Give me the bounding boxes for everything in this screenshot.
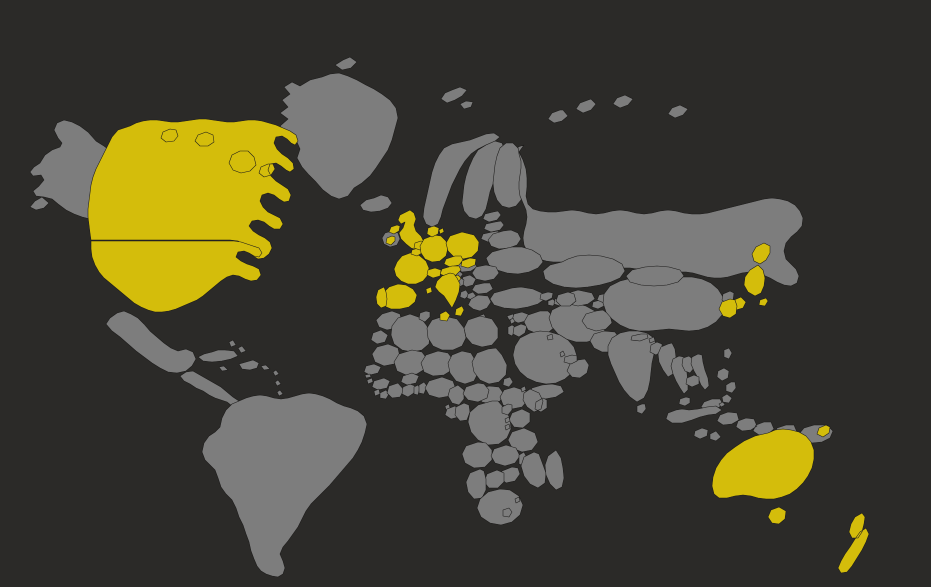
country-kenya[interactable] — [509, 409, 530, 428]
country-new-zealand[interactable] — [838, 513, 869, 573]
country-south-africa[interactable] — [477, 489, 523, 525]
country-germany[interactable] — [420, 235, 448, 262]
country-serbia[interactable] — [461, 275, 476, 287]
country-sudan[interactable] — [472, 348, 507, 384]
country-latvia[interactable] — [484, 221, 504, 232]
country-tunisia[interactable] — [419, 311, 430, 322]
country-mozambique[interactable] — [521, 452, 546, 488]
country-lebanon[interactable] — [510, 318, 515, 324]
country-norway[interactable] — [423, 133, 500, 227]
country-namibia[interactable] — [466, 469, 486, 499]
country-slovakia[interactable] — [461, 258, 476, 268]
country-france[interactable] — [394, 252, 432, 294]
country-russia[interactable] — [518, 95, 803, 286]
country-italy[interactable] — [435, 273, 464, 321]
country-japan[interactable] — [731, 243, 770, 310]
country-lesotho[interactable] — [503, 508, 512, 517]
country-zambia[interactable] — [491, 445, 520, 466]
country-burkina-faso[interactable] — [401, 373, 419, 385]
country-ghana[interactable] — [402, 384, 415, 397]
country-turkmenistan[interactable] — [556, 292, 576, 306]
country-botswana[interactable] — [484, 470, 504, 488]
country-cambodia[interactable] — [686, 375, 699, 387]
country-djibouti[interactable] — [521, 386, 526, 392]
country-south-korea[interactable] — [719, 299, 737, 318]
country-portugal[interactable] — [376, 287, 387, 308]
country-united-arab-emirates[interactable] — [564, 355, 577, 364]
country-qatar[interactable] — [560, 351, 565, 357]
country-iceland[interactable] — [360, 195, 392, 212]
country-ireland-highlight[interactable] — [386, 236, 395, 245]
country-poland[interactable] — [446, 232, 479, 259]
base-countries-layer — [30, 57, 833, 577]
country-saudi-arabia[interactable] — [513, 331, 577, 384]
country-cuba[interactable] — [198, 350, 238, 362]
country-angola[interactable] — [462, 442, 492, 468]
country-united-states[interactable] — [91, 241, 262, 312]
country-burundi[interactable] — [505, 424, 510, 430]
country-georgia[interactable] — [540, 292, 553, 301]
country-oman[interactable] — [567, 359, 589, 378]
country-switzerland[interactable] — [427, 268, 441, 278]
country-egypt[interactable] — [464, 316, 498, 347]
country-kuwait[interactable] — [547, 334, 553, 340]
country-central-african-republic[interactable] — [463, 383, 489, 402]
country-ukraine[interactable] — [486, 247, 543, 274]
country-somalia[interactable] — [523, 389, 547, 412]
country-guinea-bissau[interactable] — [367, 378, 373, 384]
country-turkey[interactable] — [490, 287, 545, 309]
country-sri-lanka[interactable] — [637, 404, 646, 414]
country-rwanda[interactable] — [505, 417, 510, 423]
island-puerto-rico[interactable] — [261, 365, 270, 370]
country-uganda[interactable] — [502, 404, 512, 415]
country-india[interactable] — [608, 331, 657, 402]
country-nigeria[interactable] — [425, 377, 456, 398]
country-western-sahara[interactable] — [371, 330, 388, 344]
territory-svalbard[interactable] — [441, 87, 473, 109]
islands-bahamas[interactable] — [229, 340, 246, 353]
country-brunei[interactable] — [719, 402, 725, 407]
country-sierra-leone[interactable] — [374, 389, 380, 396]
country-estonia[interactable] — [483, 211, 501, 222]
country-eswatini[interactable] — [515, 497, 520, 503]
country-united-kingdom[interactable] — [389, 210, 424, 250]
country-philippines[interactable] — [717, 368, 736, 403]
country-bhutan[interactable] — [649, 337, 655, 343]
country-vietnam[interactable] — [691, 354, 709, 390]
country-kazakhstan[interactable] — [543, 255, 625, 288]
country-greenland[interactable] — [280, 57, 398, 199]
country-tanzania[interactable] — [508, 428, 538, 452]
country-australia[interactable] — [712, 425, 830, 524]
country-mongolia[interactable] — [626, 266, 684, 286]
country-mexico[interactable] — [106, 311, 196, 373]
islands-lesser-antilles[interactable] — [273, 370, 283, 396]
country-libya[interactable] — [427, 316, 466, 350]
country-taiwan[interactable] — [724, 348, 732, 359]
country-republic-of-the-congo[interactable] — [455, 403, 470, 421]
country-gambia[interactable] — [365, 374, 371, 378]
country-denmark[interactable] — [427, 226, 444, 237]
country-mauritania[interactable] — [372, 344, 400, 366]
country-bulgaria[interactable] — [472, 283, 493, 294]
country-romania[interactable] — [472, 265, 499, 281]
country-nepal[interactable] — [631, 334, 648, 341]
country-madagascar[interactable] — [545, 450, 564, 490]
country-eritrea[interactable] — [503, 377, 513, 387]
highlighted-countries-layer — [88, 119, 869, 573]
island-hispaniola[interactable] — [239, 360, 259, 370]
country-canada[interactable] — [88, 119, 298, 259]
continent-south-america[interactable] — [202, 393, 367, 577]
island-jamaica[interactable] — [219, 366, 228, 371]
